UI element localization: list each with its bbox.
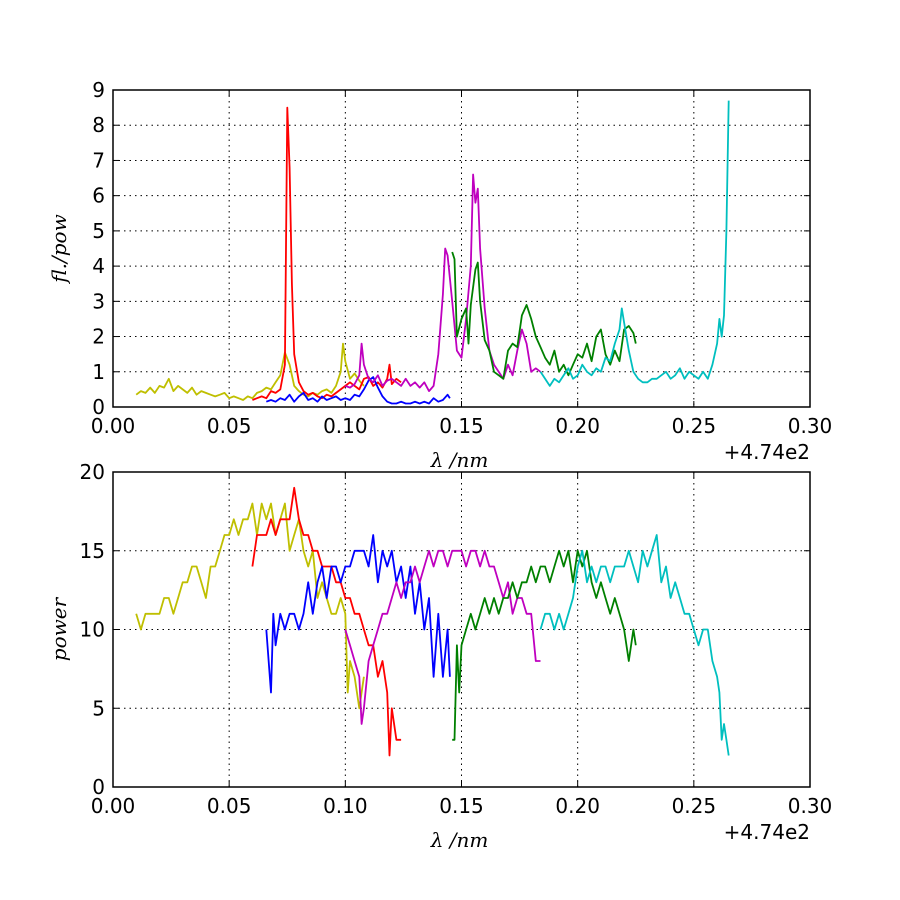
fluorescence-power-plot: 0.00 0.05 0.10 0.15 0.20 0.25 0.30 0 1 2 3 4 5 6 7 8 9 λ … [47, 78, 832, 472]
series-line-2 [251, 486, 402, 757]
x-tick-label: 0.30 [788, 414, 833, 438]
x-tick-label: 0.05 [207, 794, 252, 818]
axes-frame [112, 89, 811, 408]
y-tick-label: 3 [92, 289, 105, 313]
y-tick-label: 6 [92, 184, 105, 208]
series-line-1 [135, 502, 365, 710]
x-tick-label: 0.00 [91, 414, 136, 438]
series-line-1 [135, 342, 365, 401]
axes-frame [112, 471, 811, 788]
x-tick-label: 0.10 [323, 794, 368, 818]
x-tick-label: 0.00 [91, 794, 136, 818]
y-tick-label: 10 [80, 618, 105, 642]
y-tick-label: 2 [92, 325, 105, 349]
x-offset-label: +4.74e2 [724, 820, 810, 844]
x-tick-label: 0.30 [788, 794, 833, 818]
y-tick-label: 0 [92, 775, 105, 799]
y-tick-label: 15 [80, 539, 105, 563]
x-axis-label: λ /nm [430, 828, 489, 852]
y-tick-label: 5 [92, 696, 105, 720]
y-axis-label: power [47, 596, 71, 661]
x-tick-label: 0.25 [672, 414, 717, 438]
power-plot: 0.00 0.05 0.10 0.15 0.20 0.25 0.30 0 5 10 15 20 λ /n… [47, 460, 832, 852]
y-tick-label: 8 [92, 113, 105, 137]
series-line-5 [452, 549, 637, 741]
series-group [135, 486, 730, 757]
y-tick-label: 7 [92, 148, 105, 172]
y-tick-label: 5 [92, 219, 105, 243]
x-tick-label: 0.15 [439, 794, 484, 818]
x-offset-label: +4.74e2 [724, 440, 810, 464]
x-tick-label: 0.15 [439, 414, 484, 438]
series-line-2 [252, 106, 402, 401]
x-tick-label: 0.20 [555, 794, 600, 818]
y-tick-label: 4 [92, 254, 105, 278]
series-line-4 [344, 173, 542, 393]
x-tick-label: 0.25 [672, 794, 717, 818]
series-line-5 [451, 251, 637, 380]
series-line-3 [265, 534, 451, 694]
series-line-3 [265, 376, 451, 405]
x-axis-label: λ /nm [430, 448, 489, 472]
y-tick-label: 20 [80, 460, 105, 484]
x-tick-label: 0.10 [323, 414, 368, 438]
series-line-6 [539, 534, 730, 756]
y-tick-label: 1 [92, 360, 105, 384]
y-tick-label: 9 [92, 78, 105, 102]
y-tick-label: 0 [92, 395, 105, 419]
series-line-6 [539, 100, 730, 387]
x-tick-label: 0.05 [207, 414, 252, 438]
x-tick-label: 0.20 [555, 414, 600, 438]
series-group [135, 100, 730, 405]
series-line-4 [344, 549, 541, 725]
y-axis-label: fl./pow [47, 214, 71, 284]
